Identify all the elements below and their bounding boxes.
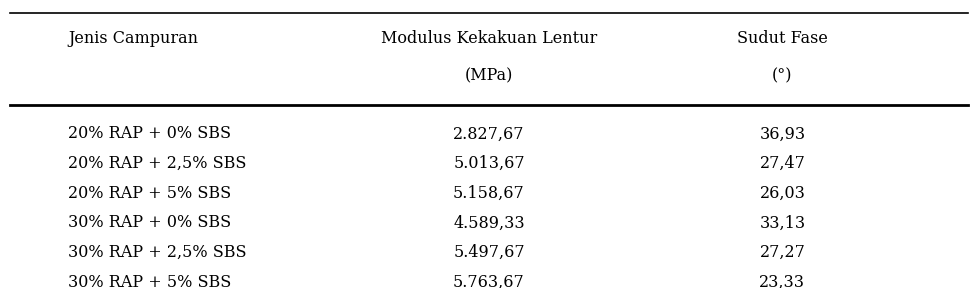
Text: 2.827,67: 2.827,67 [452,125,525,143]
Text: (°): (°) [772,68,791,85]
Text: 26,03: 26,03 [759,185,804,202]
Text: 5.013,67: 5.013,67 [452,155,525,172]
Text: 5.497,67: 5.497,67 [452,244,525,261]
Text: 30% RAP + 2,5% SBS: 30% RAP + 2,5% SBS [68,244,247,261]
Text: 4.589,33: 4.589,33 [452,214,525,232]
Text: 27,27: 27,27 [759,244,804,261]
Text: 20% RAP + 5% SBS: 20% RAP + 5% SBS [68,185,232,202]
Text: Modulus Kekakuan Lentur: Modulus Kekakuan Lentur [380,30,597,48]
Text: 33,13: 33,13 [758,214,805,232]
Text: Jenis Campuran: Jenis Campuran [68,30,198,48]
Text: 30% RAP + 0% SBS: 30% RAP + 0% SBS [68,214,232,232]
Text: 30% RAP + 5% SBS: 30% RAP + 5% SBS [68,274,232,288]
Text: 36,93: 36,93 [758,125,805,143]
Text: 5.763,67: 5.763,67 [452,274,525,288]
Text: Sudut Fase: Sudut Fase [737,30,827,48]
Text: 27,47: 27,47 [759,155,804,172]
Text: 5.158,67: 5.158,67 [452,185,525,202]
Text: 23,33: 23,33 [758,274,805,288]
Text: 20% RAP + 2,5% SBS: 20% RAP + 2,5% SBS [68,155,246,172]
Text: 20% RAP + 0% SBS: 20% RAP + 0% SBS [68,125,232,143]
Text: (MPa): (MPa) [464,68,513,85]
